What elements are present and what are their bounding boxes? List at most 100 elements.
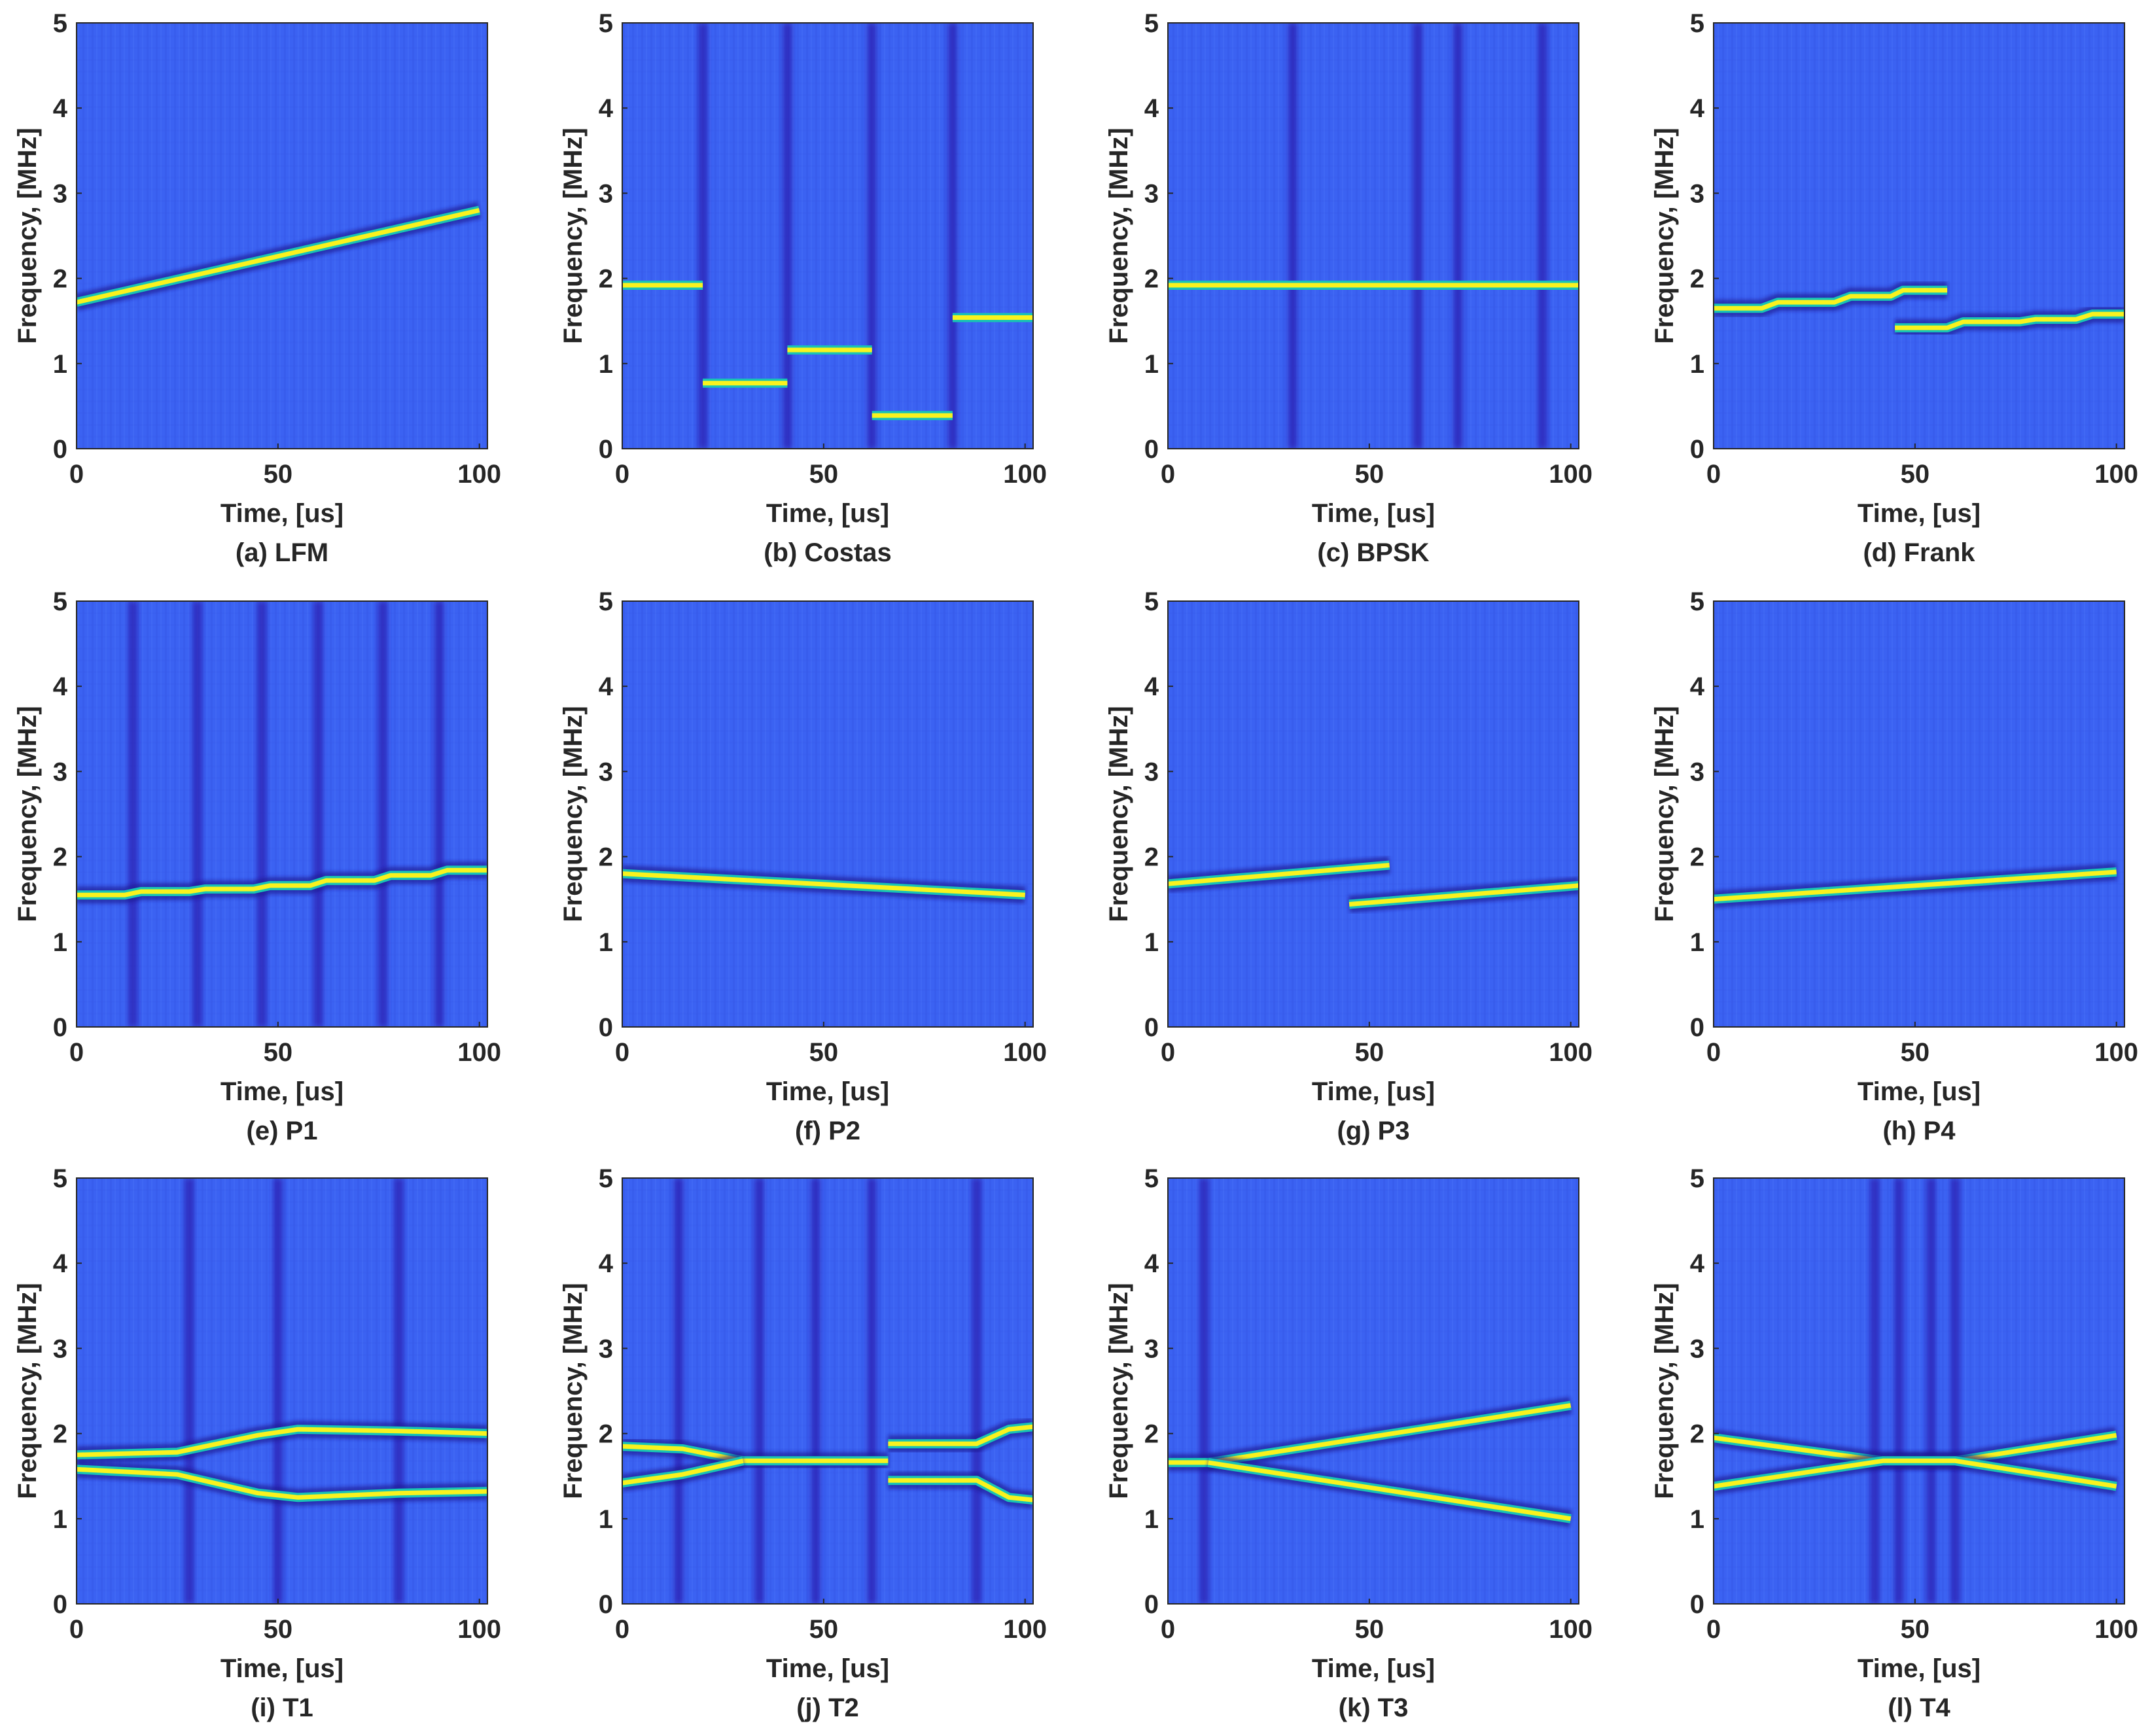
panel-a-caption: (a) LFM [236, 538, 328, 567]
panel-h-texture [1714, 601, 2124, 1027]
panel-k-ytick-label-3: 3 [1144, 1334, 1159, 1363]
panel-d-xtick-label-1: 50 [1901, 460, 1930, 489]
panel-h-ytick-label-3: 3 [1690, 757, 1704, 786]
panel-g-y-axis-label: Frequency, [MHz] [1104, 706, 1133, 922]
panel-f-xtick-label-2: 100 [1003, 1038, 1047, 1067]
panel-l-xtick-label-0: 0 [1706, 1615, 1721, 1644]
panel-c-transition-column-0 [1288, 23, 1297, 449]
panel-a-texture [77, 23, 487, 449]
panel-k-ytick-label-4: 4 [1144, 1249, 1159, 1278]
panel-l-ytick-label-5: 5 [1690, 1164, 1704, 1193]
panel-l-y-axis-label: Frequency, [MHz] [1650, 1283, 1679, 1499]
panel-c-transition-column-2 [1453, 23, 1463, 449]
panel-d-ytick-label-5: 5 [1690, 9, 1704, 38]
panel-g-ridge-1 [1348, 883, 1579, 907]
panel-e-transition-column-2 [257, 601, 267, 1027]
panel-d-xtick-label-2: 100 [2094, 460, 2138, 489]
panel-c-ytick-label-3: 3 [1144, 179, 1159, 208]
panel-g-xtick-label-2: 100 [1549, 1038, 1593, 1067]
panel-h-ytick-label-0: 0 [1690, 1013, 1704, 1042]
panel-a-ytick-label-5: 5 [53, 9, 67, 38]
panel-k-transition-column-0 [1199, 1178, 1209, 1604]
panel-i-xtick-label-0: 0 [69, 1615, 84, 1644]
panel-l-xtick-label-1: 50 [1901, 1615, 1930, 1644]
panel-e-transition-column-1 [192, 601, 202, 1027]
panel-i-caption: (i) T1 [251, 1693, 313, 1722]
panel-c-x-axis-label: Time, [us] [1312, 499, 1435, 528]
panel-d-ridge-0 [1714, 288, 1948, 311]
panel-h-xtick-label-2: 100 [2094, 1038, 2138, 1067]
panel-l-ytick-label-2: 2 [1690, 1420, 1704, 1449]
panel-e-axes-box [76, 600, 488, 1028]
panel-a-xtick-label-2: 100 [457, 460, 501, 489]
panel-b-ytick-label-3: 3 [599, 179, 613, 208]
panel-l-transition-column-3 [1950, 1178, 1960, 1604]
panel-c-axes-box [1167, 22, 1579, 449]
panel-f-texture [622, 601, 1033, 1027]
panel-g-xtick-label-0: 0 [1161, 1038, 1175, 1067]
panel-g-ytick-label-1: 1 [1144, 928, 1159, 957]
panel-j-ytick-label-2: 2 [599, 1420, 613, 1449]
panel-h-ytick-label-1: 1 [1690, 928, 1704, 957]
panel-c-y-axis-label: Frequency, [MHz] [1104, 128, 1133, 343]
panel-b-transition-column-3 [947, 23, 957, 449]
panel-f-ytick-label-0: 0 [599, 1013, 613, 1042]
panel-c-transition-column-1 [1413, 23, 1422, 449]
panel-e-y-axis-label: Frequency, [MHz] [13, 706, 42, 922]
panel-e-xtick-label-0: 0 [69, 1038, 84, 1067]
panel-b-xtick-label-2: 100 [1003, 460, 1047, 489]
panel-a-x-axis-label: Time, [us] [220, 499, 344, 528]
panel-h-ytick-label-5: 5 [1690, 587, 1704, 616]
panel-j-ytick-label-1: 1 [599, 1505, 613, 1534]
panel-g-ytick-label-2: 2 [1144, 843, 1159, 872]
panel-f-caption: (f) P2 [795, 1117, 860, 1145]
panel-k-texture [1168, 1178, 1579, 1604]
panel-d-ytick-label-1: 1 [1690, 350, 1704, 379]
panel-c-ytick-label-5: 5 [1144, 9, 1159, 38]
panel-l-transition-column-2 [1926, 1178, 1936, 1604]
panel-k-ridge-1 [1208, 1460, 1572, 1521]
panel-h-y-axis-label: Frequency, [MHz] [1650, 706, 1679, 922]
panel-j-transition-column-3 [867, 1178, 877, 1604]
panel-i-xtick-label-1: 50 [264, 1615, 293, 1644]
panel-l-transition-column-1 [1894, 1178, 1904, 1604]
panel-e-ytick-label-2: 2 [53, 843, 67, 872]
panel-d-axes-box [1713, 22, 2125, 449]
panel-e-xtick-label-1: 50 [264, 1038, 293, 1067]
panel-i-ytick-label-5: 5 [53, 1164, 67, 1193]
panel-d-caption: (d) Frank [1863, 538, 1975, 567]
panel-k-ytick-label-2: 2 [1144, 1420, 1159, 1449]
panel-k-xtick-label-0: 0 [1161, 1615, 1175, 1644]
panel-k-axes-box [1167, 1177, 1579, 1605]
panel-e-ytick-label-0: 0 [53, 1013, 67, 1042]
panel-j-ytick-label-5: 5 [599, 1164, 613, 1193]
panel-i-transition-column-2 [394, 1178, 404, 1604]
panel-a-ytick-label-2: 2 [53, 265, 67, 294]
panel-c-texture [1168, 23, 1579, 449]
panel-e-transition-column-4 [378, 601, 387, 1027]
panel-l-ytick-label-4: 4 [1690, 1249, 1705, 1278]
panel-l-axes-box [1713, 1177, 2125, 1605]
panel-g-ytick-label-0: 0 [1144, 1013, 1159, 1042]
panel-i-transition-column-1 [273, 1178, 283, 1604]
panel-j-transition-column-1 [754, 1178, 764, 1604]
panel-c-ytick-label-4: 4 [1144, 94, 1159, 123]
panel-b-ytick-label-2: 2 [599, 265, 613, 294]
panel-j-y-axis-label: Frequency, [MHz] [559, 1283, 588, 1499]
panel-e-texture [77, 601, 487, 1027]
panel-d-xtick-label-0: 0 [1706, 460, 1721, 489]
panel-j-ytick-label-4: 4 [599, 1249, 614, 1278]
panel-l-caption: (l) T4 [1888, 1693, 1950, 1722]
panel-k-xtick-label-2: 100 [1549, 1615, 1593, 1644]
panel-j-ridge-0 [622, 1444, 889, 1463]
panel-a-axes-box [76, 22, 488, 449]
panel-l-ridge-1 [1714, 1458, 2117, 1489]
